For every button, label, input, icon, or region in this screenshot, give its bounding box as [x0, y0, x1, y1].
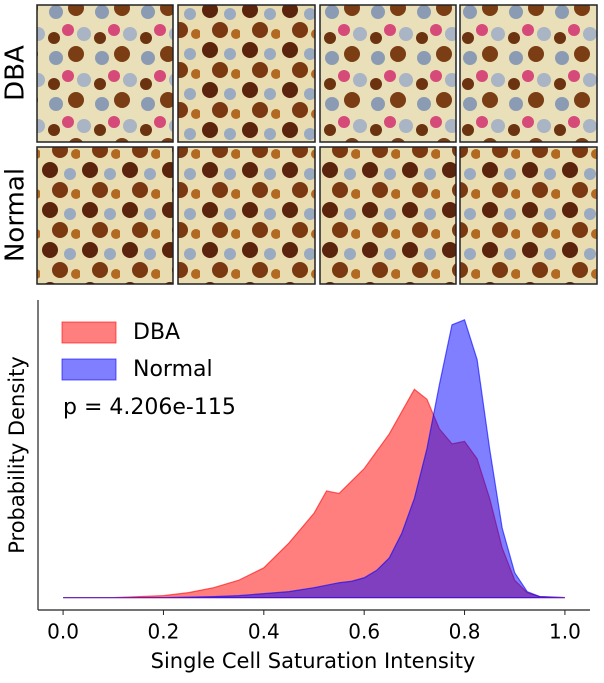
row-label: DBA: [1, 45, 31, 101]
x-tick-label: 0.4: [248, 620, 280, 644]
image-tile: [36, 146, 174, 285]
image-tile: [177, 4, 316, 143]
image-panels: [36, 4, 598, 285]
legend-label: DBA: [133, 320, 180, 345]
image-tile: [36, 4, 174, 143]
image-tile: [177, 146, 316, 285]
image-tile: [319, 4, 457, 143]
annotation: p = 4.206e-115: [63, 395, 236, 420]
legend-swatch: [61, 358, 117, 381]
image-tile: [459, 146, 598, 285]
x-tick-label: 0.8: [449, 620, 481, 644]
row-label: Normal: [1, 168, 31, 262]
x-axis-label: Single Cell Saturation Intensity: [151, 649, 476, 673]
legend-swatch: [61, 321, 117, 344]
density-area: [63, 319, 565, 599]
image-tile: [319, 146, 457, 285]
x-tick-label: 0.0: [47, 620, 79, 644]
image-tile: [459, 4, 598, 143]
y-axis-label: Probability Density: [5, 356, 29, 554]
legend-label: Normal: [133, 357, 213, 382]
x-tick-label: 0.6: [348, 620, 380, 644]
x-tick-label: 0.2: [148, 620, 180, 644]
x-tick-label: 1.0: [549, 620, 581, 644]
